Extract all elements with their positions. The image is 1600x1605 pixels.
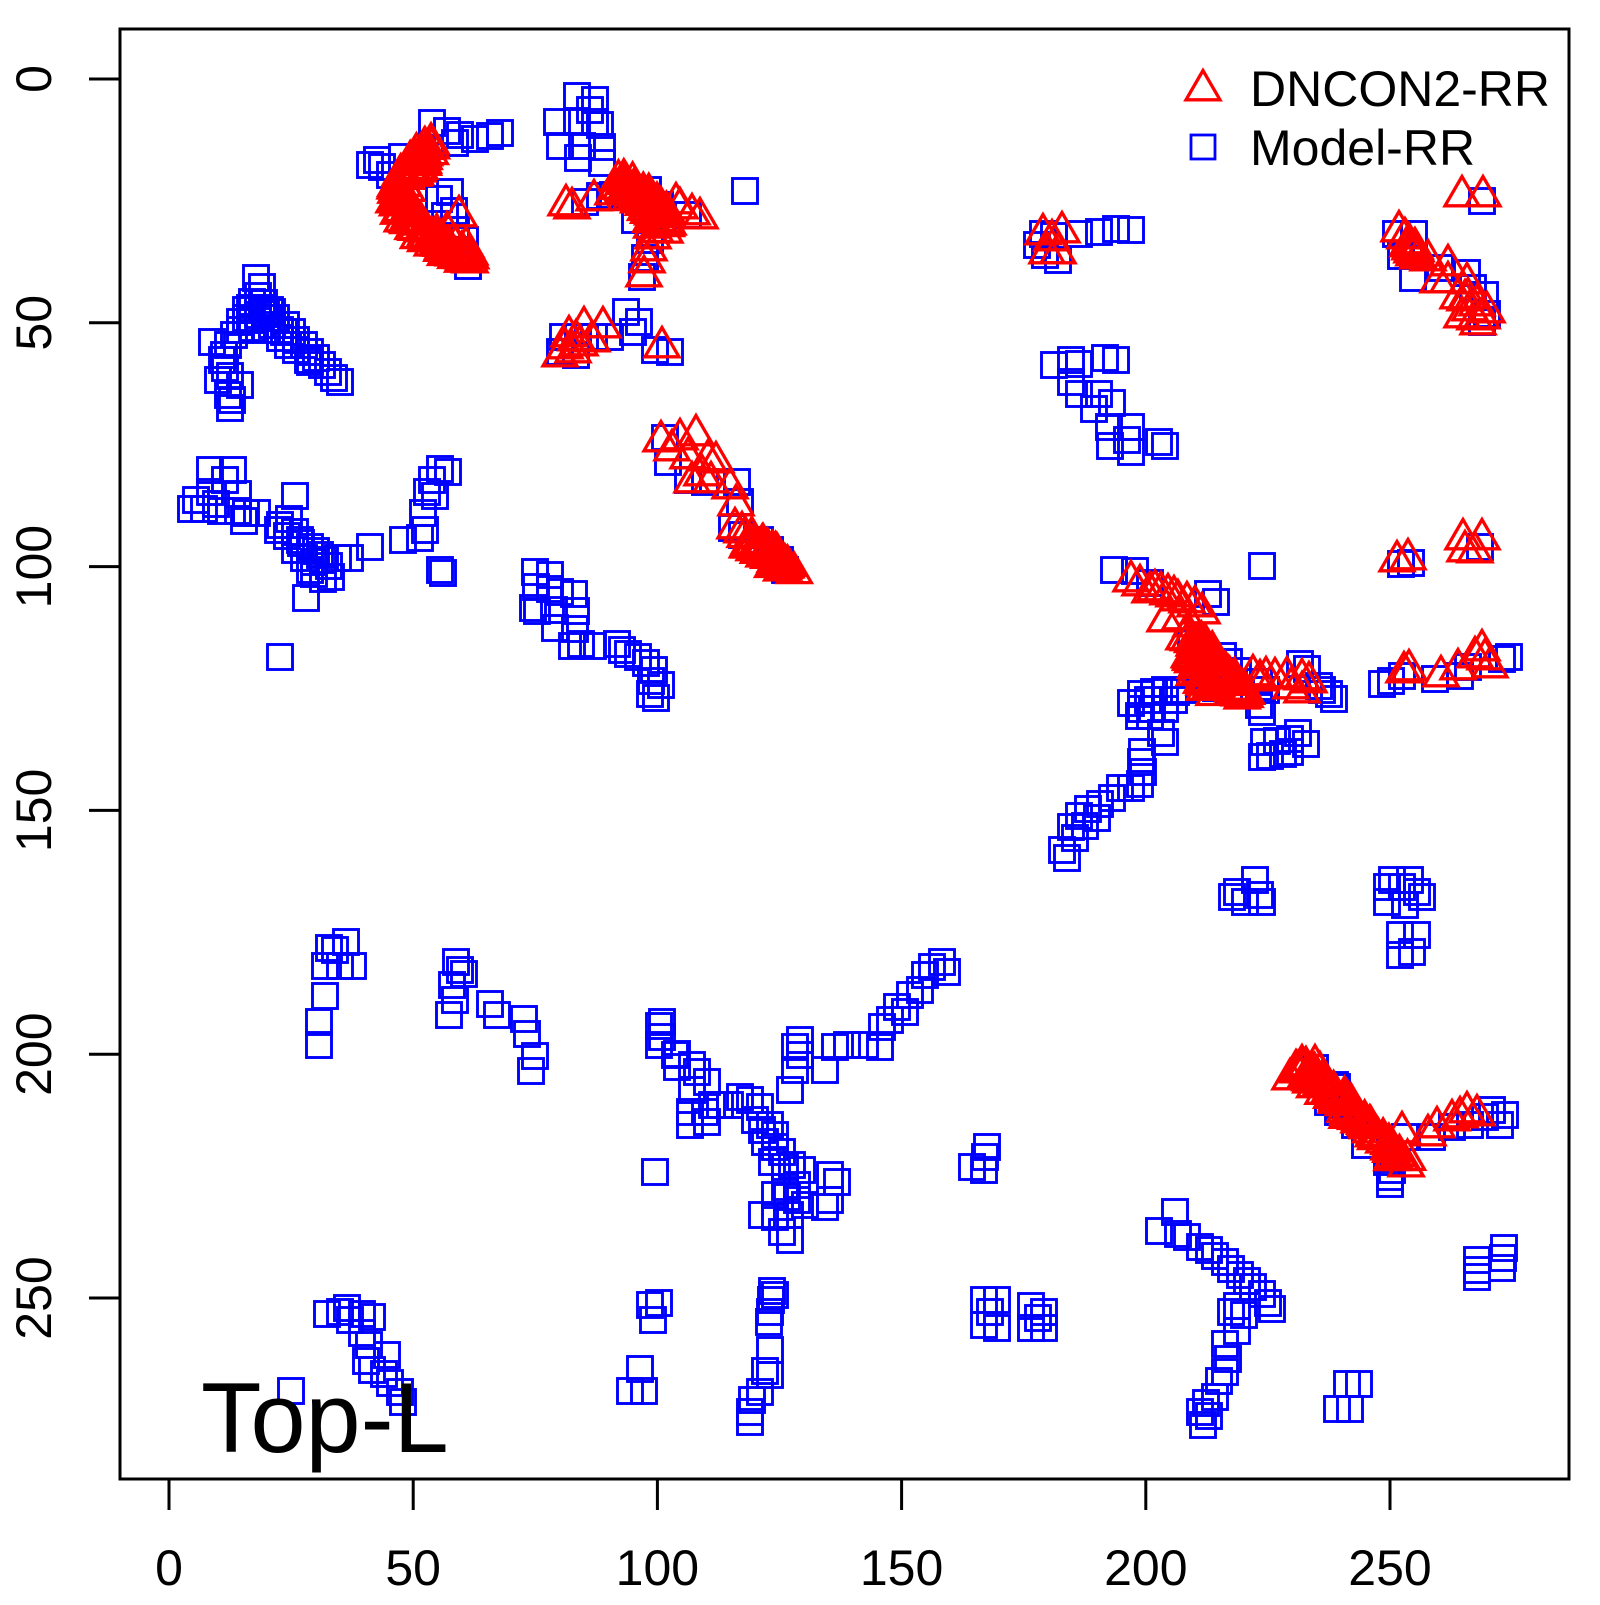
svg-text:150: 150 [6, 769, 62, 852]
svg-text:150: 150 [860, 1540, 943, 1596]
svg-text:DNCON2-RR: DNCON2-RR [1250, 61, 1550, 117]
svg-text:Model-RR: Model-RR [1250, 120, 1475, 176]
svg-text:0: 0 [6, 65, 62, 93]
svg-text:50: 50 [385, 1540, 441, 1596]
svg-text:100: 100 [616, 1540, 699, 1596]
svg-text:50: 50 [6, 295, 62, 351]
svg-text:250: 250 [6, 1256, 62, 1339]
svg-text:200: 200 [1104, 1540, 1187, 1596]
svg-text:0: 0 [155, 1540, 183, 1596]
svg-text:200: 200 [6, 1012, 62, 1095]
svg-text:100: 100 [6, 525, 62, 608]
svg-text:Top-L: Top-L [201, 1362, 449, 1473]
svg-text:250: 250 [1348, 1540, 1431, 1596]
